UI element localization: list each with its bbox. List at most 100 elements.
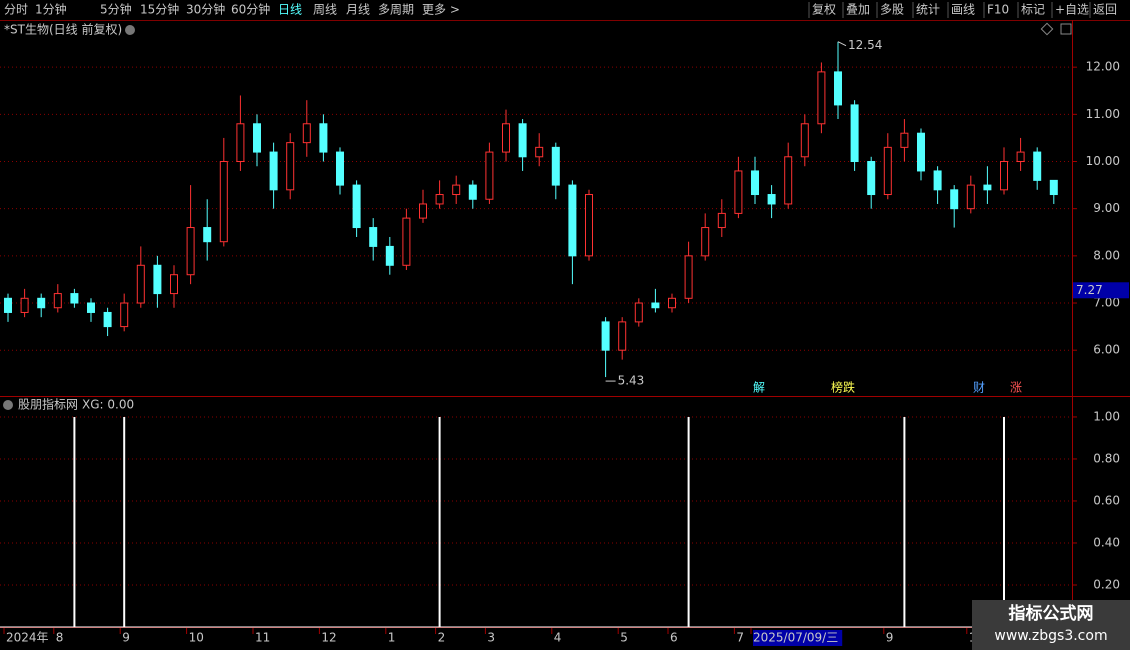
candle-body	[435, 194, 444, 205]
period-tab[interactable]: 60分钟	[231, 2, 270, 17]
y-tick-label: 1.00	[1093, 409, 1120, 423]
high-label: 12.54	[848, 38, 882, 52]
event-badge[interactable]: 榜跌	[831, 380, 855, 395]
title-dropdown[interactable]	[125, 25, 135, 35]
low-label: 5.43	[618, 374, 645, 388]
toolbar-button[interactable]: 返回	[1093, 3, 1117, 17]
period-tab[interactable]: 更多 >	[422, 3, 460, 17]
candle-body	[402, 217, 411, 266]
period-tab[interactable]: 分时	[4, 3, 28, 17]
y-tick-label: 0.60	[1093, 493, 1120, 507]
layout-icon[interactable]	[1060, 23, 1072, 35]
candle-body	[1016, 151, 1025, 163]
y-tick-label: 10.00	[1086, 154, 1120, 168]
candle-body	[983, 184, 992, 191]
period-tab[interactable]: 5分钟	[100, 2, 132, 17]
candle-body	[917, 132, 925, 172]
candle-body	[186, 227, 195, 276]
event-badge[interactable]: 涨	[1010, 380, 1022, 395]
candle-body	[800, 123, 809, 158]
candle-body	[1049, 179, 1058, 196]
watermark-box	[972, 600, 1130, 650]
toolbar-button[interactable]: 叠加	[846, 3, 870, 17]
candle-body	[302, 123, 311, 144]
watermark-name: 指标公式网	[1009, 603, 1094, 624]
candle-body	[651, 302, 660, 309]
watermark-url: www.zbgs3.com	[994, 628, 1107, 644]
period-tab[interactable]: 多周期	[378, 3, 414, 17]
candle-body	[535, 146, 544, 158]
toolbar-button[interactable]: 多股	[880, 3, 904, 17]
candle-body	[618, 321, 627, 351]
x-tick-label: 8	[56, 631, 64, 645]
period-tab[interactable]: 15分钟	[140, 2, 179, 17]
period-tab[interactable]: 30分钟	[186, 2, 225, 17]
candle-body	[568, 184, 577, 257]
candle-body	[1000, 161, 1008, 191]
toolbar-button[interactable]: 画线	[951, 3, 975, 17]
candle-body	[551, 146, 560, 186]
candle-body	[668, 297, 676, 309]
x-tick-label: 1	[388, 631, 396, 645]
candle-body	[734, 170, 743, 214]
x-tick-label: 6	[670, 631, 678, 645]
x-tick-label: 2024年	[6, 631, 49, 645]
candle-body	[585, 194, 593, 257]
candle-body	[385, 245, 394, 266]
candle-body	[601, 321, 610, 351]
period-tab[interactable]: 日线	[278, 3, 302, 17]
candle-body	[850, 104, 859, 163]
watermark: 指标公式网 www.zbgs3.com	[972, 600, 1130, 650]
indicator-dropdown[interactable]	[3, 400, 13, 410]
period-tab[interactable]: 月线	[346, 3, 370, 17]
candle-body	[37, 297, 46, 309]
candle-body	[867, 161, 876, 196]
candle-body	[468, 184, 477, 200]
toolbar-button[interactable]: +自选	[1055, 3, 1089, 17]
x-tick-label: 9	[122, 631, 130, 645]
candle-body	[419, 203, 427, 219]
cursor-date-box	[753, 630, 843, 646]
candle-body	[103, 311, 112, 328]
y-tick-label: 11.00	[1086, 107, 1120, 121]
y-tick-label: 9.00	[1093, 201, 1120, 215]
period-tab[interactable]: 1分钟	[35, 2, 67, 17]
candle-body	[286, 142, 295, 191]
candle-body	[369, 227, 378, 247]
period-tab[interactable]: 周线	[313, 3, 337, 17]
candle-body	[236, 123, 245, 163]
toolbar-button[interactable]: 复权	[812, 3, 836, 17]
candle-body	[87, 302, 95, 313]
last-price-label: 7.27	[1076, 283, 1103, 297]
toolbar-button[interactable]: 统计	[916, 3, 940, 17]
candle-body	[319, 123, 328, 153]
candle-body	[170, 274, 178, 295]
candle-body	[120, 302, 129, 328]
candle-body	[817, 71, 826, 125]
toolbar-button[interactable]: F10	[987, 3, 1009, 17]
y-tick-label: 0.40	[1093, 535, 1120, 549]
candle-body	[269, 151, 278, 191]
candle-body	[352, 184, 361, 229]
candle-body	[20, 297, 29, 313]
y-tick-label: 12.00	[1086, 60, 1120, 74]
expand-icon[interactable]	[1040, 22, 1054, 36]
indicator-name: 股朋指标网	[18, 397, 78, 412]
y-tick-label: 0.80	[1093, 451, 1120, 465]
candle-body	[834, 71, 842, 106]
candle-body	[717, 212, 726, 229]
candle-body	[634, 302, 643, 323]
event-badge[interactable]: 财	[973, 381, 985, 395]
y-tick-label: 6.00	[1093, 343, 1120, 357]
candle-body	[950, 189, 959, 210]
candle-body	[751, 170, 759, 196]
x-tick-label: 7	[736, 631, 744, 645]
candle-body	[4, 297, 12, 313]
candle-body	[701, 227, 710, 257]
candle-body	[253, 123, 261, 153]
y-tick-label: 8.00	[1093, 248, 1120, 262]
toolbar-button[interactable]: 标记	[1021, 3, 1045, 17]
event-badge[interactable]: 解	[753, 381, 765, 395]
y-tick-label: 7.00	[1093, 296, 1120, 310]
candle-body	[485, 151, 494, 200]
